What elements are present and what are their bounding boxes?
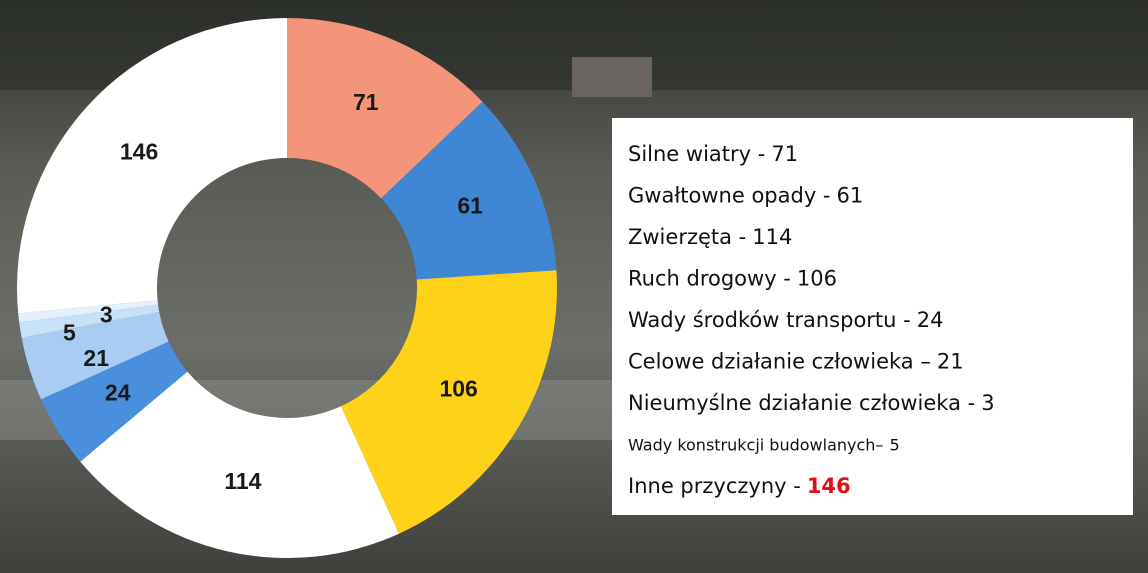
legend-entry: Wady środków transportu -24 [628, 308, 943, 332]
legend-label: Nieumyślne działanie człowieka - [628, 391, 975, 415]
chart: 7161106114242153146 Silne wiatry -71Gwał… [0, 0, 1148, 573]
legend-value: 146 [807, 474, 851, 498]
legend-entry: Zwierzęta -114 [628, 225, 792, 249]
legend-entry: Celowe działanie człowieka –21 [628, 350, 964, 374]
legend-entry: Wady konstrukcji budowlanych– 5 [628, 435, 900, 454]
data-label: 146 [120, 138, 158, 164]
data-label: 61 [457, 193, 483, 219]
legend-label: Celowe działanie człowieka – [628, 350, 931, 374]
legend-value: 5 [889, 435, 899, 454]
data-label: 5 [63, 319, 76, 345]
legend-value: 3 [981, 391, 994, 415]
legend-label: Ruch drogowy - [628, 267, 791, 291]
legend-value: 71 [771, 142, 798, 166]
data-label: 21 [83, 345, 109, 371]
legend-entry: Silne wiatry -71 [628, 142, 798, 166]
legend-label: Zwierzęta - [628, 225, 746, 249]
legend-value: 21 [937, 350, 964, 374]
legend-value: 24 [917, 308, 944, 332]
data-label: 71 [353, 89, 379, 115]
data-label: 24 [105, 380, 131, 406]
legend-label: Gwałtowne opady - [628, 184, 831, 208]
house [572, 57, 652, 97]
legend-label: Inne przyczyny - [628, 474, 801, 498]
legend-label: Wady środków transportu - [628, 308, 911, 332]
legend-value: 106 [797, 267, 837, 291]
legend-entry: Ruch drogowy -106 [628, 267, 837, 291]
legend-label: Silne wiatry - [628, 142, 765, 166]
legend-value: 61 [837, 184, 864, 208]
legend-value: 114 [752, 225, 792, 249]
data-label: 114 [224, 468, 261, 494]
legend-label: Wady konstrukcji budowlanych– [628, 435, 883, 454]
legend-entry: Gwałtowne opady -61 [628, 184, 863, 208]
legend-entry: Nieumyślne działanie człowieka -3 [628, 391, 995, 415]
data-label: 106 [439, 376, 477, 402]
legend-entry: Inne przyczyny -146 [628, 474, 851, 498]
